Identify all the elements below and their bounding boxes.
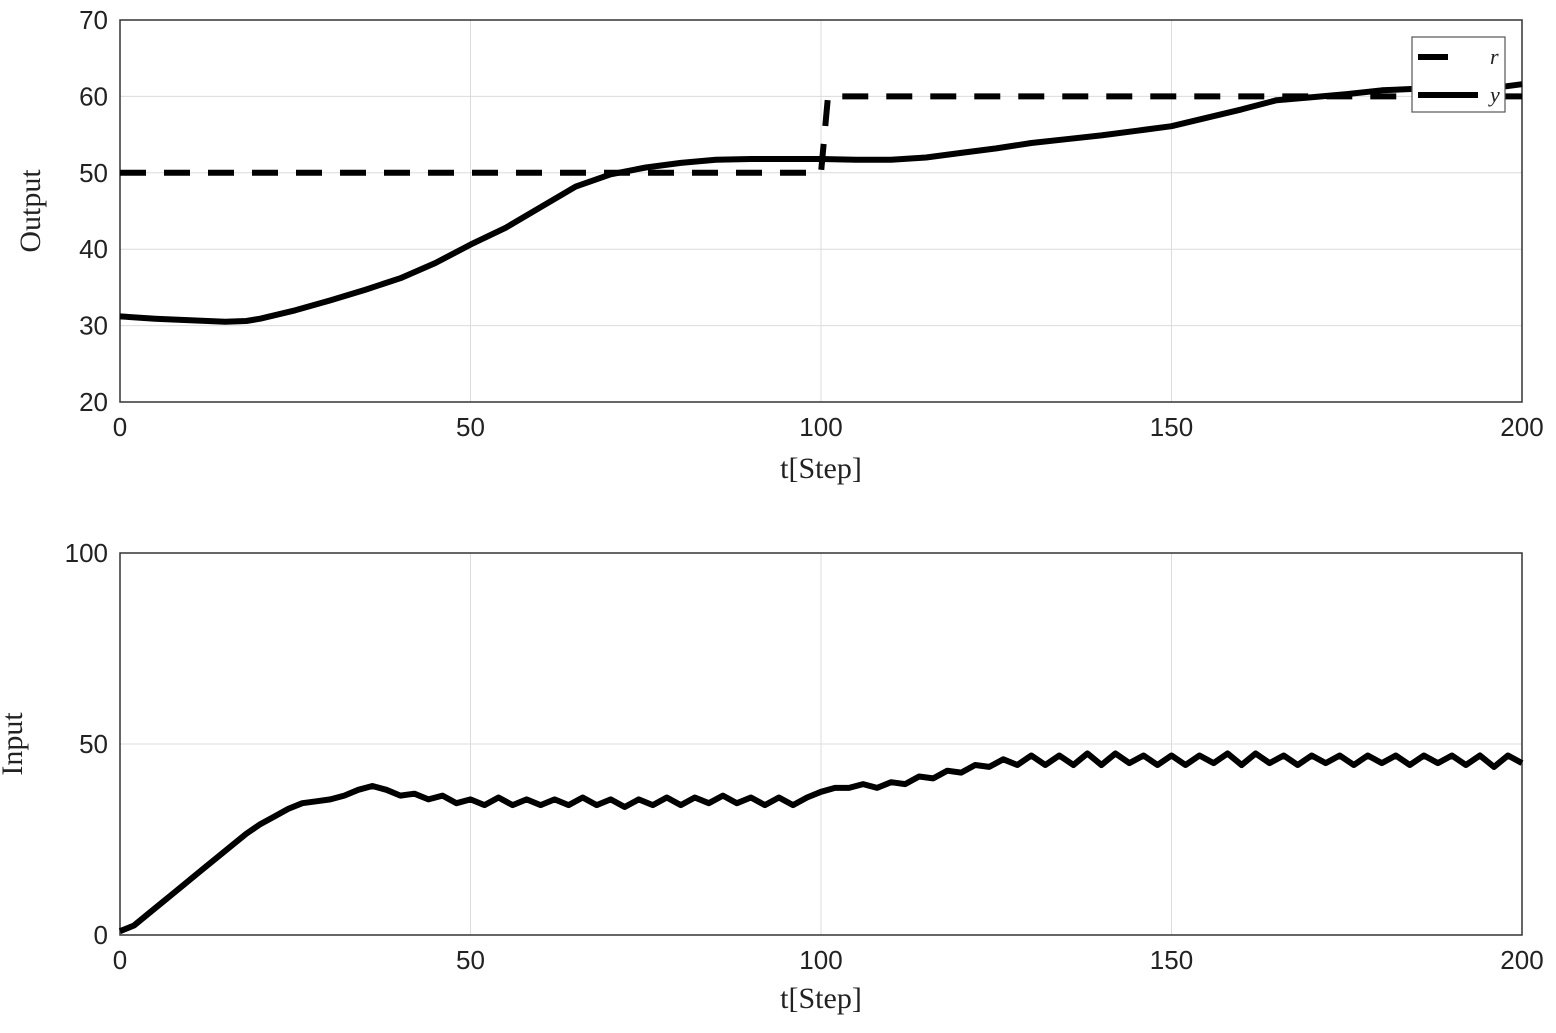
y-tick-label: 30 — [79, 311, 108, 341]
x-tick-label: 200 — [1500, 945, 1543, 975]
x-tick-label: 150 — [1150, 412, 1193, 442]
y-tick-label: 100 — [65, 538, 108, 568]
subplot-2: 0 50 100 150 200 0 50 100 t[Step] Input — [0, 538, 1544, 1015]
series-line-y — [119, 81, 1523, 325]
y-axis-label: Input — [0, 712, 29, 776]
legend-box — [1411, 36, 1506, 113]
x-tick-label: 100 — [799, 412, 842, 442]
y-tick-label: 40 — [79, 234, 108, 264]
y-tick-label: 70 — [79, 5, 108, 35]
x-axis-label: t[Step] — [780, 452, 862, 485]
y-tick-label: 20 — [79, 387, 108, 417]
subplot-1: 0 50 100 150 200 20 30 40 50 60 70 t[Step] Output ry — [14, 5, 1544, 485]
y-axis-label: Output — [14, 169, 47, 253]
x-tick-label: 200 — [1500, 412, 1543, 442]
axes-frame — [119, 19, 1523, 403]
y-tick-label: 0 — [94, 920, 108, 950]
x-tick-label: 50 — [456, 945, 485, 975]
x-tick-label: 150 — [1150, 945, 1193, 975]
y-tick-label: 50 — [79, 729, 108, 759]
legend-label-r: r — [1490, 44, 1499, 69]
y-tick-label: 50 — [79, 158, 108, 188]
legend: ry — [1411, 36, 1506, 113]
series-line-0 — [118, 750, 1524, 934]
x-tick-label: 0 — [113, 412, 127, 442]
x-tick-label: 100 — [799, 945, 842, 975]
axes-frame — [119, 552, 1523, 936]
x-tick-label: 0 — [113, 945, 127, 975]
x-tick-label: 50 — [456, 412, 485, 442]
y-tick-label: 60 — [79, 81, 108, 111]
series-line-r — [120, 93, 1522, 176]
legend-label-y: y — [1488, 82, 1500, 107]
x-axis-label: t[Step] — [780, 982, 862, 1015]
